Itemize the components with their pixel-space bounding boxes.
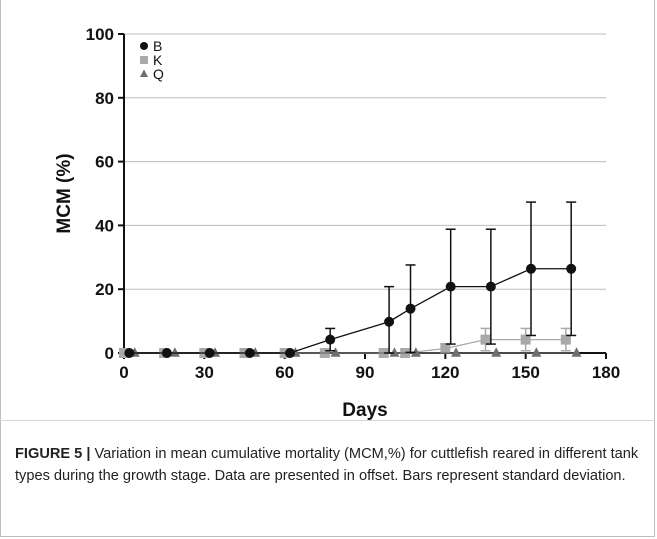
- series-b-point: [285, 348, 296, 358]
- series-b-point: [405, 303, 416, 314]
- series-k-point: [119, 348, 129, 358]
- series-k-point: [560, 334, 571, 345]
- series-b-point: [526, 263, 537, 274]
- series-q-point: [389, 347, 400, 357]
- series-q-point: [531, 347, 542, 357]
- series-b-point: [244, 348, 255, 358]
- caption-divider: [0, 420, 655, 421]
- series-k-line: [124, 338, 566, 354]
- y-tick-label: 40: [95, 216, 114, 235]
- x-tick-label: 120: [431, 363, 459, 382]
- caption-text: Variation in mean cumulative mortality (…: [15, 446, 639, 484]
- series-b-point: [325, 334, 336, 345]
- legend-label-q: Q: [153, 66, 164, 82]
- x-tick-label: 90: [356, 363, 375, 382]
- series-k-point: [480, 334, 491, 345]
- legend-marker-q: [140, 69, 148, 77]
- x-axis-label: Days: [342, 400, 387, 420]
- series-q-point: [491, 347, 502, 357]
- series-k-point: [520, 334, 531, 345]
- caption-lead: FIGURE 5 |: [15, 446, 91, 462]
- x-tick-label: 180: [592, 363, 620, 382]
- series-q-point: [571, 347, 582, 357]
- y-tick-label: 0: [105, 344, 114, 363]
- series-q-point: [410, 347, 421, 357]
- legend-label-b: B: [153, 38, 162, 54]
- y-tick-label: 60: [95, 153, 114, 172]
- series-b-line: [129, 268, 572, 354]
- y-tick-label: 80: [95, 89, 114, 108]
- series-q-point: [169, 347, 180, 357]
- legend-marker-k: [140, 56, 148, 64]
- series-q-point: [451, 347, 462, 357]
- series-b-point: [384, 316, 395, 327]
- series-k-point: [440, 343, 451, 354]
- series-b-point: [161, 348, 172, 358]
- mortality-line-chart: 0 20 40 60 80 100 0 30 60 90 120 150 180 Days MCM (%) B…: [54, 25, 620, 420]
- y-tick-label: 100: [86, 25, 114, 44]
- legend-label-k: K: [153, 52, 163, 68]
- series-q-point: [330, 347, 341, 357]
- series-b-point: [124, 348, 135, 358]
- x-tick-label: 0: [119, 363, 128, 382]
- series-b-point: [204, 348, 215, 358]
- series-b-point: [445, 281, 456, 292]
- series-b-point: [485, 281, 496, 292]
- y-tick-label: 20: [95, 280, 114, 299]
- x-tick-label: 30: [195, 363, 214, 382]
- x-tick-label: 150: [511, 363, 539, 382]
- y-axis-label: MCM (%): [54, 153, 75, 233]
- legend-marker-b: [140, 42, 148, 50]
- x-tick-label: 60: [275, 363, 294, 382]
- figure-caption: FIGURE 5 | Variation in mean cumulative …: [15, 443, 640, 487]
- series-b-point: [566, 263, 577, 274]
